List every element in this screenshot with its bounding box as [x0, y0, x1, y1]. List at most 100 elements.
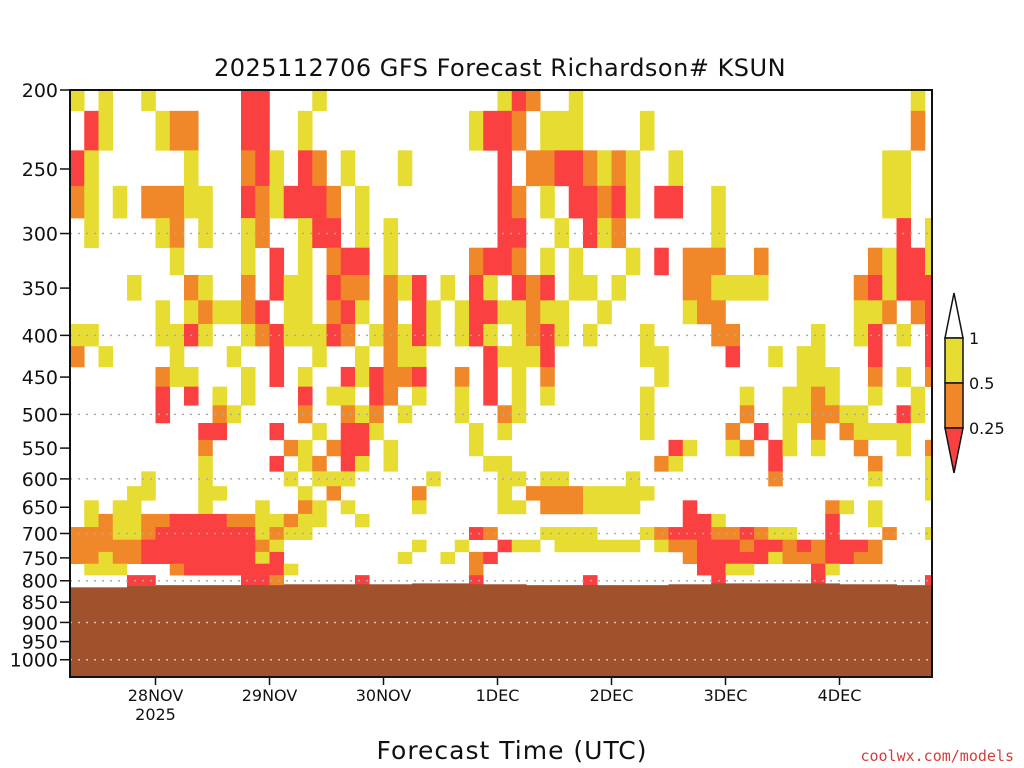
- heatmap-cell: [782, 386, 798, 406]
- heatmap-cell: [896, 185, 912, 219]
- heatmap-cell: [925, 218, 933, 249]
- heatmap-cell: [782, 527, 798, 540]
- heatmap-cell: [369, 405, 384, 424]
- y-tick-label: 950: [22, 632, 58, 654]
- heatmap-cell: [682, 247, 698, 276]
- terrain-column: [540, 585, 555, 677]
- heatmap-cell: [312, 346, 327, 368]
- heatmap-cell: [511, 185, 527, 219]
- heatmap-cell: [283, 323, 299, 347]
- heatmap-cell: [70, 551, 85, 565]
- heatmap-cell: [184, 386, 199, 406]
- heatmap-cell: [497, 471, 513, 487]
- credit-text: coolwx.com/models: [860, 747, 1014, 765]
- y-tick-label: 300: [22, 224, 58, 246]
- heatmap-cell: [682, 439, 698, 457]
- heatmap-cell: [583, 150, 598, 187]
- heatmap-cell: [355, 185, 370, 219]
- heatmap-cell: [383, 346, 399, 368]
- heatmap-cell: [625, 471, 641, 487]
- heatmap-cell: [141, 185, 156, 219]
- heatmap-cell: [98, 90, 114, 112]
- heatmap-cell: [355, 513, 370, 528]
- terrain-column: [397, 584, 413, 677]
- heatmap-cell: [925, 323, 933, 347]
- heatmap-cell: [654, 247, 669, 276]
- heatmap-cell: [241, 218, 256, 249]
- heatmap-cell: [84, 110, 99, 151]
- heatmap-cell: [697, 247, 712, 276]
- terrain-column: [910, 585, 926, 677]
- heatmap-cell: [312, 90, 327, 112]
- heatmap-cell: [198, 551, 213, 565]
- heatmap-cell: [326, 323, 342, 347]
- heatmap-cell: [711, 551, 726, 565]
- heatmap-cell: [198, 513, 213, 528]
- heatmap-cell: [469, 439, 484, 457]
- heatmap-cell: [340, 471, 356, 487]
- heatmap-cell: [511, 500, 527, 515]
- heatmap-cell: [483, 274, 498, 301]
- heatmap-cell: [511, 247, 527, 276]
- heatmap-cell: [355, 575, 370, 587]
- heatmap-cell: [169, 539, 185, 553]
- heatmap-cell: [853, 274, 869, 301]
- terrain-column: [312, 584, 327, 677]
- heatmap-cell: [853, 439, 869, 457]
- heatmap-cell: [540, 247, 555, 276]
- terrain-column: [497, 584, 513, 677]
- heatmap-cell: [583, 486, 598, 501]
- heatmap-cell: [668, 150, 684, 187]
- terrain-column: [611, 585, 627, 677]
- heatmap-cell: [725, 323, 741, 347]
- heatmap-cell: [312, 455, 327, 472]
- heatmap-cell: [241, 551, 256, 565]
- heatmap-cell: [483, 110, 498, 151]
- heatmap-cell: [910, 300, 926, 325]
- heatmap-cell: [141, 539, 156, 553]
- heatmap-cell: [169, 513, 185, 528]
- heatmap-cell: [383, 366, 399, 387]
- heatmap-cell: [896, 366, 912, 387]
- heatmap-cell: [597, 500, 612, 515]
- heatmap-cell: [925, 346, 933, 368]
- heatmap-cell: [711, 300, 726, 325]
- heatmap-cell: [739, 527, 755, 540]
- heatmap-cell: [326, 386, 342, 406]
- terrain-column: [511, 584, 527, 677]
- heatmap-cell: [839, 500, 855, 515]
- heatmap-cell: [269, 323, 285, 347]
- heatmap-cells: [70, 90, 933, 587]
- heatmap-cell: [668, 185, 684, 219]
- y-tick-label: 800: [22, 571, 58, 593]
- heatmap-cell: [355, 346, 370, 368]
- heatmap-cell: [711, 513, 726, 528]
- heatmap-cell: [483, 247, 498, 276]
- heatmap-cell: [155, 185, 171, 219]
- terrain-column: [640, 585, 655, 677]
- heatmap-cell: [910, 274, 926, 301]
- y-tick-label: 400: [22, 325, 58, 347]
- heatmap-cell: [70, 323, 85, 347]
- heatmap-cell: [112, 527, 128, 540]
- heatmap-cell: [184, 110, 199, 151]
- heatmap-cell: [98, 110, 114, 151]
- heatmap-cell: [697, 551, 712, 565]
- x-tick-label: 1DEC: [476, 686, 520, 705]
- y-tick-label: 850: [22, 592, 58, 614]
- heatmap-cell: [397, 150, 413, 187]
- heatmap-cell: [568, 486, 584, 501]
- heatmap-cell: [853, 300, 869, 325]
- heatmap-cell: [540, 386, 555, 406]
- heatmap-cell: [169, 551, 185, 565]
- heatmap-cell: [554, 110, 570, 151]
- heatmap-cell: [554, 486, 570, 501]
- heatmap-cell: [340, 455, 356, 472]
- heatmap-cell: [725, 551, 741, 565]
- heatmap-cell: [597, 539, 612, 553]
- y-tick-label: 1000: [10, 650, 58, 672]
- heatmap-cell: [540, 274, 555, 301]
- heatmap-cell: [469, 575, 484, 587]
- heatmap-cell: [241, 575, 256, 587]
- heatmap-cell: [255, 110, 270, 151]
